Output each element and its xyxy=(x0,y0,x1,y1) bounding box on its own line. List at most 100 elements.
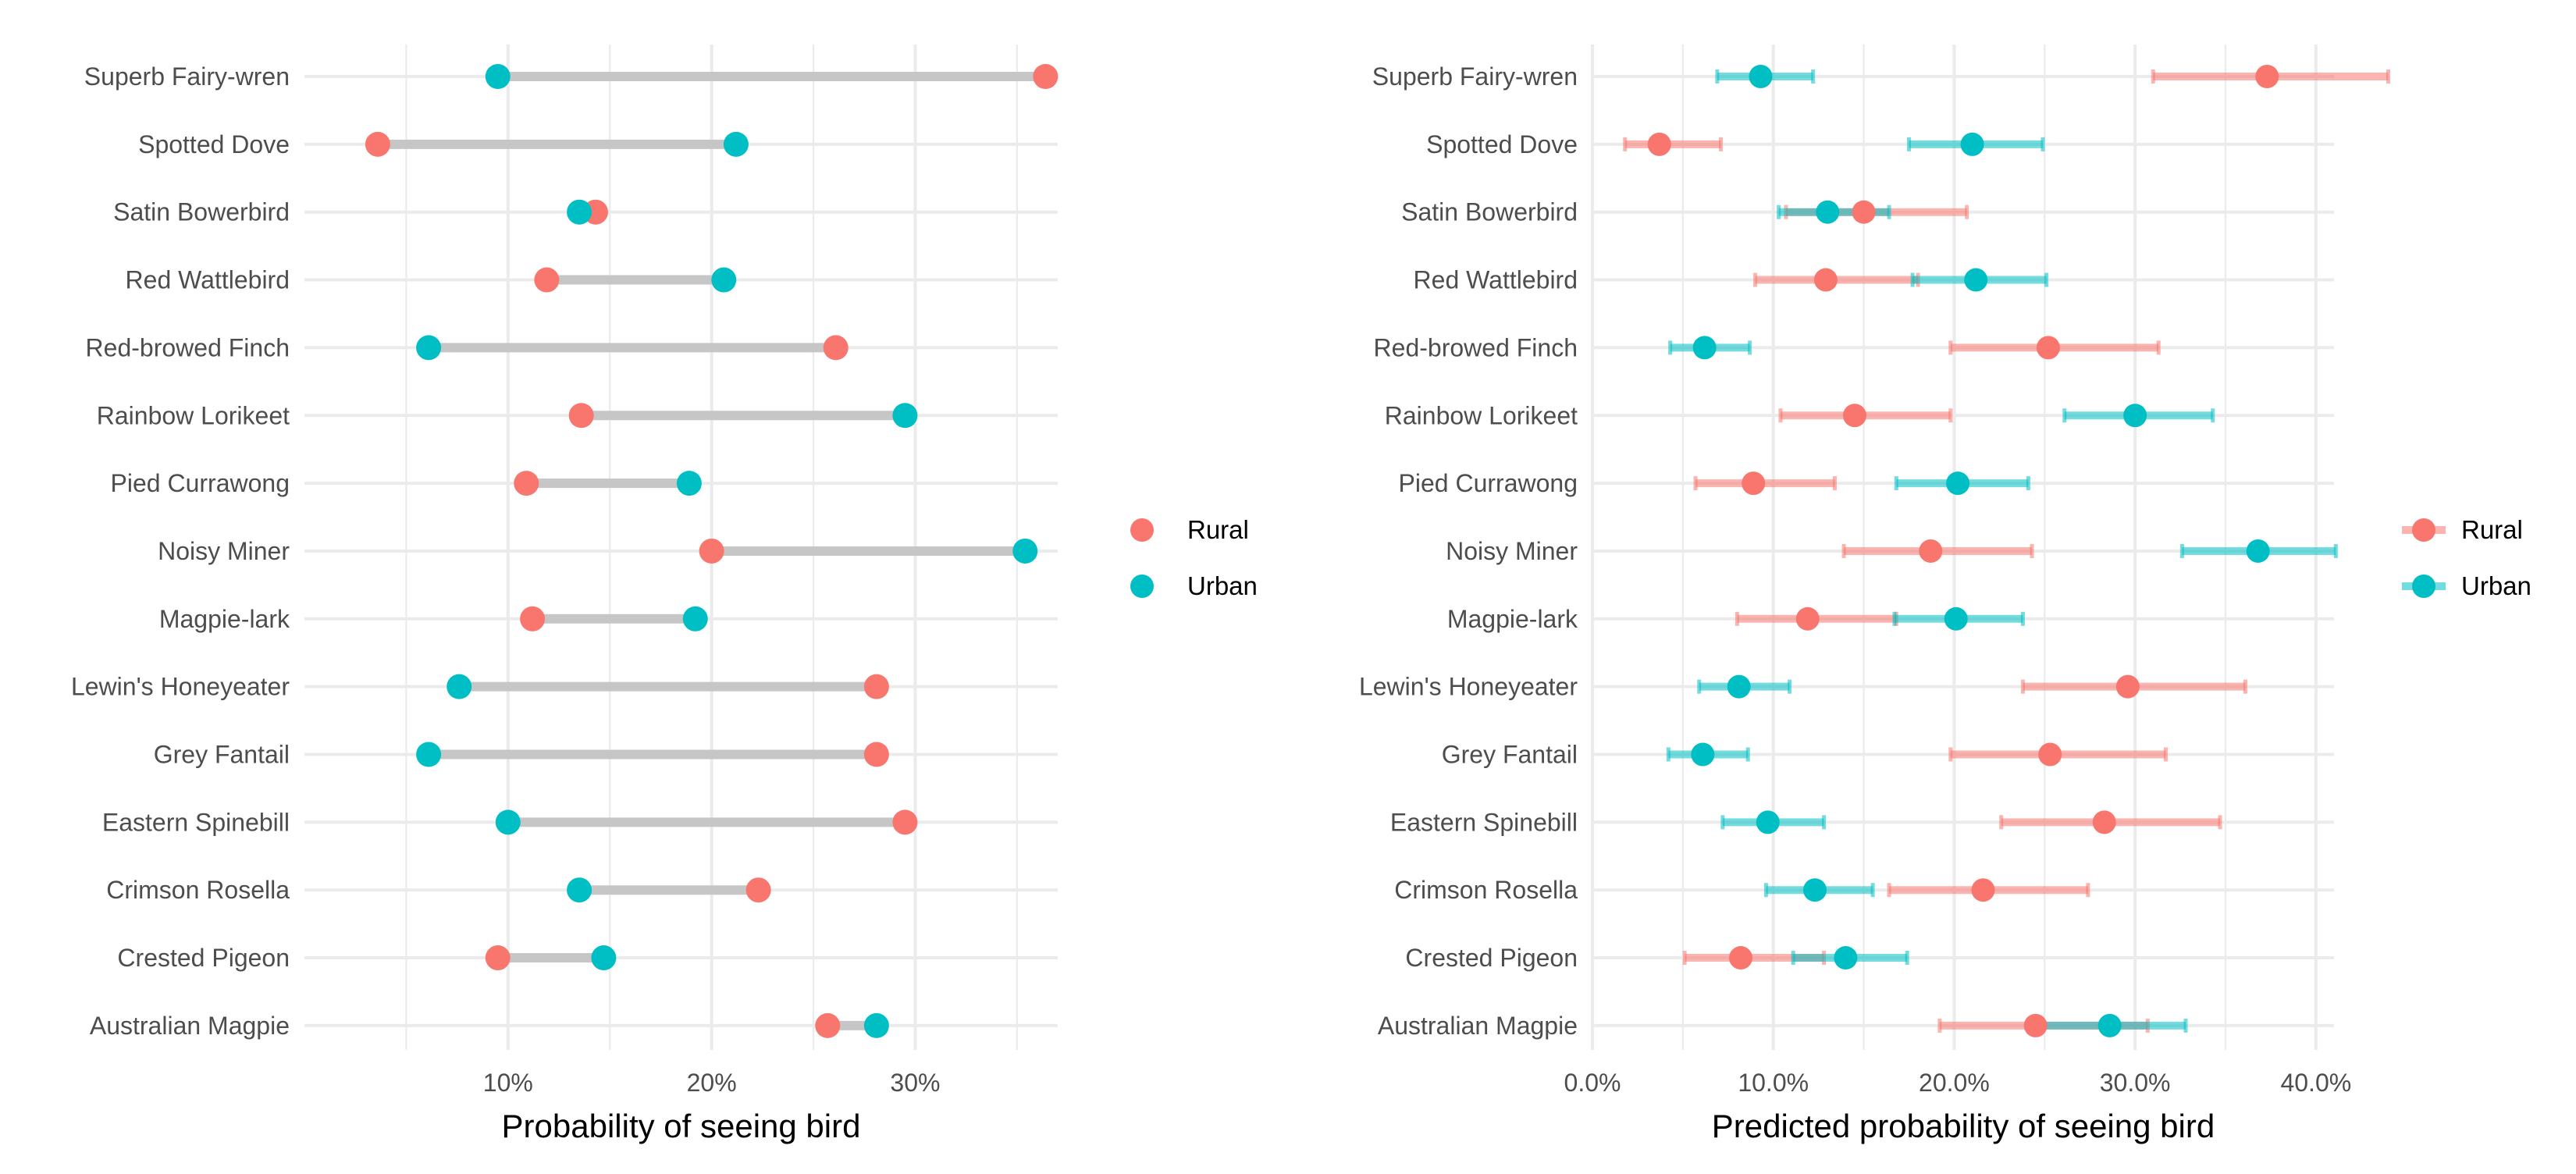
point-urban xyxy=(1960,132,1984,156)
point-urban xyxy=(1691,742,1715,767)
point-urban xyxy=(1756,810,1780,834)
point-rural xyxy=(1919,539,1943,563)
x-tick-label: 10% xyxy=(483,1069,533,1097)
x-axis-title: Predicted probability of seeing bird xyxy=(1712,1108,2215,1144)
point-urban xyxy=(723,131,749,157)
point-urban xyxy=(892,403,918,429)
point-urban xyxy=(711,267,737,293)
point-urban xyxy=(2123,404,2147,428)
x-axis-title: Probability of seeing bird xyxy=(502,1108,861,1144)
point-rural xyxy=(815,1012,841,1038)
point-rural xyxy=(520,606,546,631)
legend-label: Rural xyxy=(2461,515,2523,544)
y-tick-label: Grey Fantail xyxy=(154,741,290,769)
y-tick-label: Magpie-lark xyxy=(159,605,290,633)
point-urban xyxy=(567,877,592,903)
point-rural xyxy=(1852,200,1876,224)
point-urban xyxy=(416,742,442,767)
point-rural xyxy=(699,538,724,564)
point-urban xyxy=(1946,471,1970,496)
x-tick-label: 10.0% xyxy=(1738,1069,1809,1097)
y-tick-label: Superb Fairy-wren xyxy=(84,62,290,91)
point-rural xyxy=(1647,132,1671,156)
point-rural xyxy=(2023,1013,2048,1037)
point-urban xyxy=(1834,946,1858,970)
legend-label: Rural xyxy=(1187,515,1249,544)
x-tick-label: 30% xyxy=(890,1069,940,1097)
y-tick-label: Eastern Spinebill xyxy=(1390,808,1578,836)
point-urban xyxy=(1749,65,1773,88)
point-rural xyxy=(1971,878,1995,902)
point-rural xyxy=(892,809,918,835)
point-rural xyxy=(823,335,849,361)
point-urban xyxy=(1964,268,1988,292)
y-tick-label: Pied Currawong xyxy=(1399,469,1578,497)
chart-panel-2: Superb Fairy-wren Spotted Dove Satin Bower… xyxy=(1359,44,2532,1144)
legend-key-rural xyxy=(1130,518,1154,542)
point-rural xyxy=(534,267,560,293)
y-tick-label: Red-browed Finch xyxy=(86,333,290,361)
x-tick-label: 20.0% xyxy=(1919,1069,1990,1097)
point-urban xyxy=(1692,336,1717,360)
y-tick-label: Lewin's Honeyeater xyxy=(1359,673,1578,701)
y-tick-label: Eastern Spinebill xyxy=(102,808,290,836)
point-urban xyxy=(1012,538,1038,564)
point-urban xyxy=(1727,674,1751,699)
y-tick-label: Grey Fantail xyxy=(1442,741,1578,769)
y-tick-label: Rainbow Lorikeet xyxy=(1385,401,1578,429)
legend-label: Urban xyxy=(1187,571,1258,600)
point-urban xyxy=(485,64,511,89)
y-tick-label: Satin Bowerbird xyxy=(1401,198,1578,226)
y-tick-label: Red-browed Finch xyxy=(1374,333,1578,361)
point-rural xyxy=(863,674,889,699)
y-tick-label: Lewin's Honeyeater xyxy=(71,673,290,701)
point-rural xyxy=(2092,810,2116,834)
y-tick-label: Australian Magpie xyxy=(90,1012,290,1040)
point-rural xyxy=(1033,64,1059,89)
y-tick-label: Superb Fairy-wren xyxy=(1372,62,1578,91)
point-rural xyxy=(1842,404,1866,428)
point-urban xyxy=(863,1012,889,1038)
y-tick-label: Australian Magpie xyxy=(1378,1012,1578,1040)
y-tick-label: Rainbow Lorikeet xyxy=(97,401,290,429)
chart-panel-1: Superb Fairy-wren Spotted Dove Satin Bower… xyxy=(71,44,1258,1144)
y-tick-label: Pied Currawong xyxy=(111,469,290,497)
point-rural xyxy=(745,877,771,903)
y-tick-label: Spotted Dove xyxy=(138,130,290,158)
point-urban xyxy=(676,471,702,496)
point-rural xyxy=(1813,268,1838,292)
point-rural xyxy=(1742,471,1766,496)
point-urban xyxy=(682,606,708,631)
x-tick-label: 40.0% xyxy=(2280,1069,2351,1097)
point-urban xyxy=(1803,878,1827,902)
x-tick-label: 0.0% xyxy=(1564,1069,1621,1097)
point-rural xyxy=(2036,336,2060,360)
point-urban xyxy=(1944,607,1968,631)
y-tick-label: Noisy Miner xyxy=(158,537,290,565)
y-tick-label: Magpie-lark xyxy=(1447,605,1578,633)
y-tick-label: Crimson Rosella xyxy=(106,876,290,904)
point-rural xyxy=(2038,742,2062,767)
legend-label: Urban xyxy=(2461,571,2532,600)
point-rural xyxy=(2255,65,2279,88)
y-tick-label: Crimson Rosella xyxy=(1394,876,1578,904)
x-tick-label: 30.0% xyxy=(2100,1069,2171,1097)
legend: Rural Urban xyxy=(2402,515,2532,600)
y-tick-label: Satin Bowerbird xyxy=(113,198,290,226)
point-rural xyxy=(2115,674,2140,699)
point-urban xyxy=(2246,539,2270,563)
legend: Rural Urban xyxy=(1130,515,1258,600)
y-tick-label: Crested Pigeon xyxy=(117,944,290,972)
point-rural xyxy=(485,945,511,971)
x-tick-label: 20% xyxy=(687,1069,737,1097)
legend-key-urban xyxy=(1130,575,1154,598)
y-tick-label: Noisy Miner xyxy=(1446,537,1578,565)
point-rural xyxy=(514,471,539,496)
point-urban xyxy=(447,674,472,699)
y-tick-label: Spotted Dove xyxy=(1426,130,1578,158)
point-urban xyxy=(1816,200,1840,224)
point-rural xyxy=(1729,946,1752,970)
point-rural xyxy=(365,131,390,157)
